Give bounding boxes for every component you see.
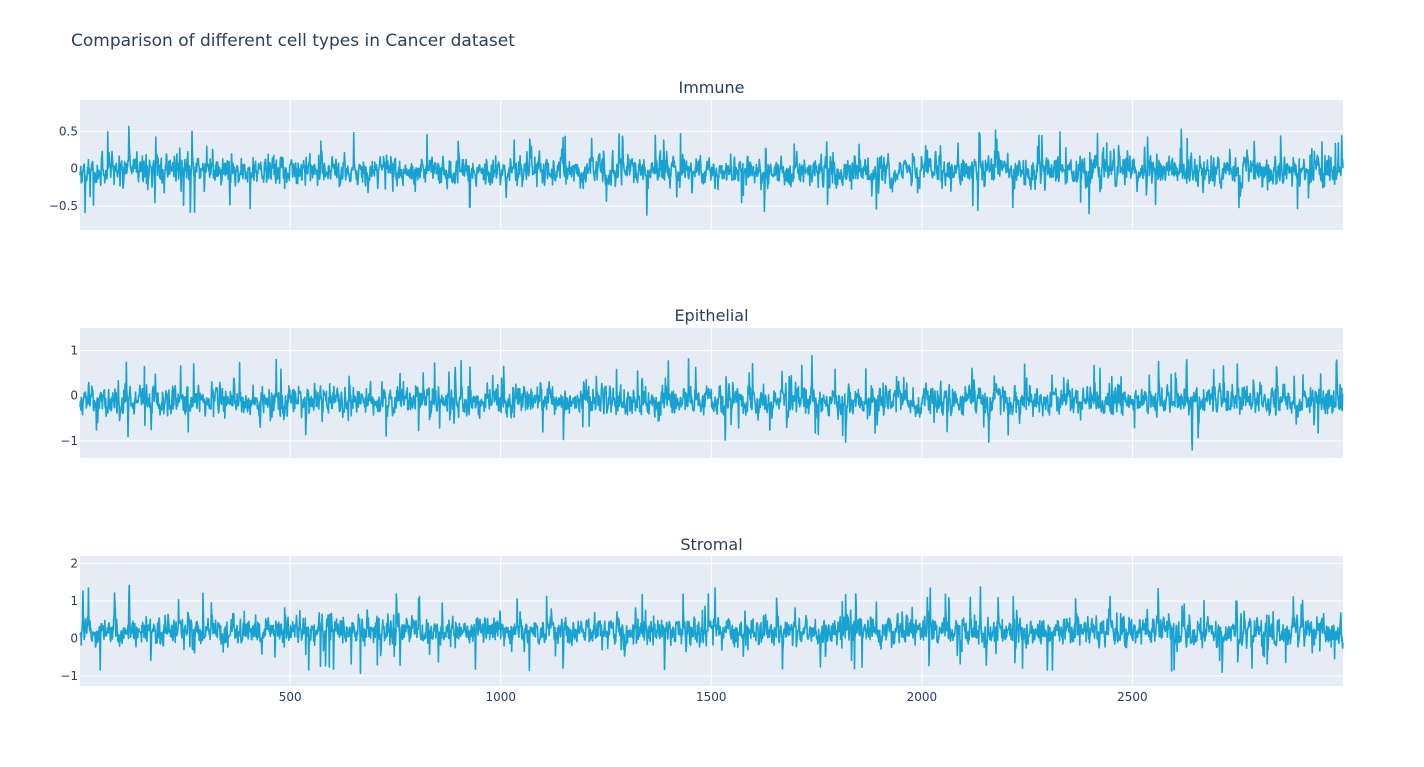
figure-title: Comparison of different cell types in Ca… (71, 31, 515, 51)
x-tick-label: 2000 (907, 690, 938, 704)
y-tick-label: 0 (70, 162, 78, 176)
y-tick-label: 0.5 (59, 124, 78, 138)
subplot-title: Epithelial (674, 306, 748, 325)
y-tick-label: 1 (70, 344, 78, 358)
x-tick-label: 500 (279, 690, 302, 704)
y-tick-label: −1 (60, 434, 78, 448)
series-line (79, 125, 1344, 216)
x-tick-label: 1000 (485, 690, 516, 704)
subplot-immune: Immune −0.5 0 0.5 (49, 78, 1344, 230)
x-tick-label: 2500 (1117, 690, 1148, 704)
y-tick-label: 0 (70, 631, 78, 645)
y-tick-label: 2 (70, 556, 78, 570)
y-tick-label: −0.5 (49, 199, 78, 213)
subplot-title: Stromal (680, 535, 742, 554)
y-tick-label: 0 (70, 389, 78, 403)
series-line (79, 354, 1344, 451)
subplot-epithelial: Epithelial −1 0 1 (60, 306, 1344, 458)
series-line (79, 584, 1344, 675)
subplot-title: Immune (678, 78, 744, 97)
x-tick-label: 1500 (696, 690, 727, 704)
y-tick-label: −1 (60, 669, 78, 683)
y-tick-label: 1 (70, 594, 78, 608)
